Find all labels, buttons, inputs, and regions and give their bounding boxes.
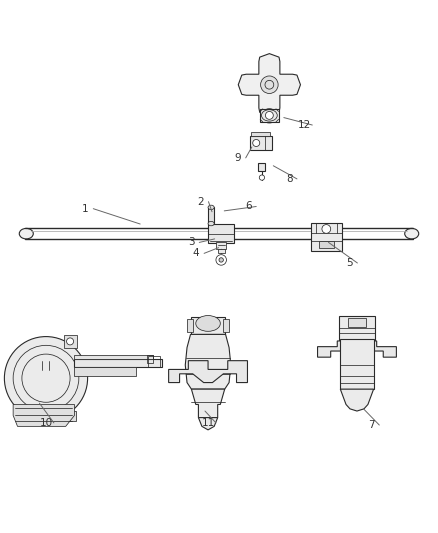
Circle shape xyxy=(216,255,226,265)
Polygon shape xyxy=(169,361,247,383)
Bar xyxy=(339,316,375,341)
Bar xyxy=(187,319,193,332)
Ellipse shape xyxy=(259,175,265,180)
Circle shape xyxy=(219,258,223,262)
Polygon shape xyxy=(198,418,218,430)
Bar xyxy=(64,411,76,421)
Bar xyxy=(64,335,77,348)
Bar xyxy=(148,356,160,367)
Bar xyxy=(74,355,153,359)
Polygon shape xyxy=(13,405,74,426)
Polygon shape xyxy=(185,334,231,389)
Circle shape xyxy=(4,336,88,420)
Bar xyxy=(74,367,136,376)
Bar xyxy=(265,115,274,121)
Bar xyxy=(191,317,225,334)
Bar xyxy=(147,355,153,363)
Circle shape xyxy=(322,224,331,233)
Polygon shape xyxy=(191,389,225,418)
Bar xyxy=(218,248,225,253)
Text: 8: 8 xyxy=(286,174,293,184)
Bar xyxy=(318,241,334,248)
Ellipse shape xyxy=(208,221,214,226)
Circle shape xyxy=(67,338,74,345)
Bar xyxy=(208,207,214,223)
Bar xyxy=(216,243,226,248)
Text: 1: 1 xyxy=(82,204,89,214)
Bar xyxy=(311,223,342,251)
Ellipse shape xyxy=(261,109,277,123)
Polygon shape xyxy=(238,54,300,116)
Bar xyxy=(260,109,279,122)
Bar xyxy=(208,224,234,243)
Circle shape xyxy=(261,76,278,93)
Circle shape xyxy=(265,111,273,119)
Circle shape xyxy=(253,140,260,147)
Ellipse shape xyxy=(208,205,214,209)
Bar xyxy=(258,163,265,172)
Text: 3: 3 xyxy=(188,237,195,247)
Text: 2: 2 xyxy=(197,197,204,207)
Text: 6: 6 xyxy=(245,201,252,212)
Bar xyxy=(348,318,366,327)
Bar xyxy=(251,132,270,136)
Text: 7: 7 xyxy=(368,420,375,430)
Polygon shape xyxy=(318,341,396,357)
Text: 9: 9 xyxy=(234,153,241,163)
Text: 5: 5 xyxy=(346,258,353,268)
Polygon shape xyxy=(340,389,374,411)
Bar xyxy=(74,359,162,367)
Text: 10: 10 xyxy=(39,418,53,428)
Text: 12: 12 xyxy=(298,120,311,130)
Bar xyxy=(223,319,229,332)
Ellipse shape xyxy=(405,229,419,239)
Bar xyxy=(340,339,374,389)
Text: 11: 11 xyxy=(201,418,215,428)
Text: 4: 4 xyxy=(193,248,200,259)
Ellipse shape xyxy=(196,316,220,332)
Ellipse shape xyxy=(19,229,33,239)
Bar xyxy=(250,136,272,150)
